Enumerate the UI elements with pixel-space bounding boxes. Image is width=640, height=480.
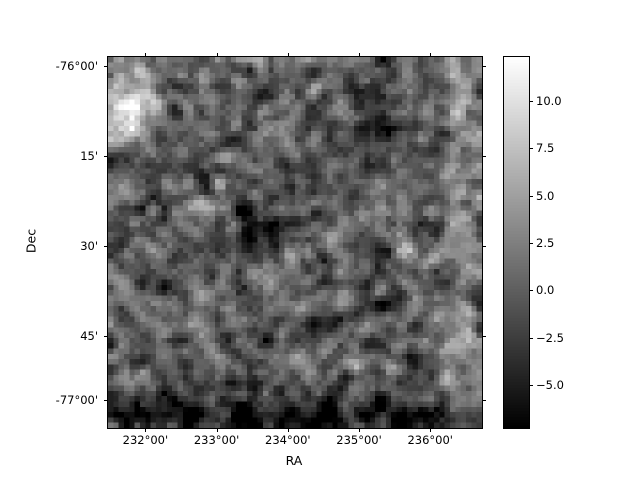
y-tick <box>103 400 107 402</box>
colorbar-tick <box>529 290 533 292</box>
y-tick <box>103 336 107 338</box>
x-tick <box>287 428 289 432</box>
colorbar-tick-label: 7.5 <box>536 141 555 156</box>
x-tick-top <box>287 52 289 56</box>
colorbar-tick-label: 5.0 <box>536 188 555 203</box>
colorbar-tick <box>529 195 533 197</box>
y-tick-label: 15' <box>80 149 98 163</box>
colorbar-tick <box>529 148 533 150</box>
colorbar-tick <box>529 385 533 387</box>
y-tick-right <box>482 400 486 402</box>
x-tick-top <box>216 52 218 56</box>
x-tick-top <box>430 52 432 56</box>
x-tick <box>430 428 432 432</box>
x-axis-label: RA <box>285 453 303 468</box>
colorbar-tick-label: 2.5 <box>536 236 555 250</box>
y-tick-label: 30' <box>80 239 98 253</box>
y-tick-right <box>482 336 486 338</box>
x-tick-label: 235°00' <box>336 433 382 447</box>
colorbar-tick <box>529 101 533 103</box>
x-tick-label: 233°00' <box>193 433 240 447</box>
x-tick-label: 236°00' <box>407 433 453 447</box>
colorbar-tick-label: 10.0 <box>536 94 562 108</box>
colorbar-tick <box>529 337 533 339</box>
y-tick <box>103 156 107 158</box>
y-tick-label: -76°00' <box>55 59 98 73</box>
x-tick-top <box>145 52 147 56</box>
x-tick <box>216 428 218 432</box>
colorbar-tick-label: 0.0 <box>536 283 555 298</box>
y-tick-label: -77°00' <box>55 393 98 407</box>
colorbar-tick <box>529 243 533 245</box>
y-tick <box>103 246 107 248</box>
y-tick-label: 45' <box>80 329 98 343</box>
y-tick-right <box>482 66 486 68</box>
colorbar-axes <box>503 56 530 429</box>
x-tick-top <box>359 52 361 56</box>
sky-image-heatmap <box>108 57 482 428</box>
colorbar-tick-label: −2.5 <box>536 330 564 345</box>
colorbar-gradient <box>504 57 529 428</box>
x-tick-label: 232°00' <box>122 433 169 447</box>
sky-image-axes <box>107 56 483 429</box>
y-axis-label: Dec <box>23 228 39 254</box>
x-tick <box>145 428 147 432</box>
y-tick <box>103 66 107 68</box>
x-tick-label: 234°00' <box>265 433 311 447</box>
y-tick-right <box>482 246 486 248</box>
y-tick-right <box>482 156 486 158</box>
colorbar-tick-label: −5.0 <box>536 378 564 392</box>
x-tick <box>359 428 361 432</box>
